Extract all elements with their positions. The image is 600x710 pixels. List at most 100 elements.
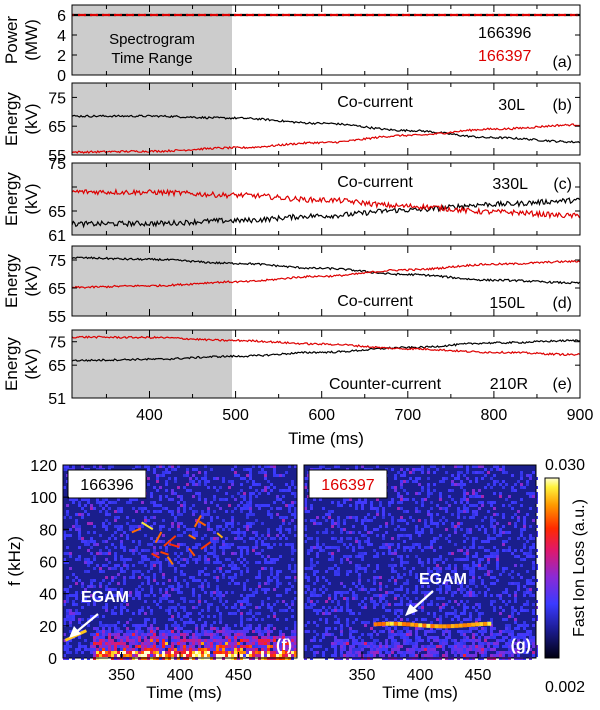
spectrogram-cell bbox=[246, 579, 249, 582]
spectrogram-cell bbox=[310, 549, 313, 552]
spectrogram-cell bbox=[391, 648, 394, 651]
spectrogram-cell bbox=[430, 513, 433, 516]
spectrogram-cell bbox=[72, 465, 75, 468]
spectrogram-cell bbox=[475, 564, 478, 567]
spectrogram-cell bbox=[159, 654, 162, 657]
spectrogram-cell bbox=[436, 570, 439, 573]
spectrogram-cell bbox=[517, 516, 520, 519]
spectrogram-cell bbox=[454, 639, 457, 642]
spectrogram-cell bbox=[204, 639, 207, 642]
spectrogram-cell bbox=[102, 654, 105, 657]
spectrogram-cell bbox=[222, 528, 225, 531]
spectrogram-cell bbox=[273, 561, 276, 564]
spectrogram-cell bbox=[204, 642, 207, 645]
spectrogram-cell bbox=[526, 552, 529, 555]
spectrogram-cell bbox=[505, 627, 508, 630]
spectrogram-cell bbox=[261, 630, 264, 633]
spectrogram-cell bbox=[475, 510, 478, 513]
spectrogram-cell bbox=[499, 606, 502, 609]
spectrogram-cell bbox=[240, 573, 243, 576]
spectrogram-cell bbox=[391, 636, 394, 639]
spectrogram-cell bbox=[493, 555, 496, 558]
spectrogram-cell bbox=[523, 609, 526, 612]
spectrogram-cell bbox=[63, 654, 66, 657]
spectrogram-cell bbox=[352, 648, 355, 651]
spectrogram-cell bbox=[234, 624, 237, 627]
spectrogram-cell bbox=[273, 588, 276, 591]
spectrogram-cell bbox=[379, 588, 382, 591]
spectrogram-cell bbox=[307, 597, 310, 600]
spectrogram-cell bbox=[111, 543, 114, 546]
spectrogram-cell bbox=[382, 546, 385, 549]
spectrogram-cell bbox=[469, 579, 472, 582]
spectrogram-cell bbox=[376, 576, 379, 579]
spectrogram-cell bbox=[358, 651, 361, 654]
y-tick-label: 120 bbox=[30, 458, 57, 475]
spectrogram-cell bbox=[490, 654, 493, 657]
spectrogram-cell bbox=[252, 645, 255, 648]
spectrogram-cell bbox=[204, 579, 207, 582]
spectrogram-cell bbox=[514, 489, 517, 492]
spectrogram-cell bbox=[159, 591, 162, 594]
spectrogram-cell bbox=[502, 630, 505, 633]
spectrogram-cell bbox=[165, 495, 168, 498]
spectrogram-cell bbox=[240, 651, 243, 654]
spectrogram-cell bbox=[472, 654, 475, 657]
spectrogram-cell bbox=[310, 603, 313, 606]
spectrogram-cell bbox=[400, 486, 403, 489]
spectrogram-cell bbox=[150, 567, 153, 570]
spectrogram-cell bbox=[243, 540, 246, 543]
spectrogram-cell bbox=[261, 651, 264, 654]
spectrogram-cell bbox=[219, 618, 222, 621]
spectrogram-cell bbox=[391, 633, 394, 636]
spectrogram-cell bbox=[532, 636, 535, 639]
spectrogram-cell bbox=[252, 615, 255, 618]
spectrogram-cell bbox=[162, 507, 165, 510]
spectrogram-cell bbox=[475, 603, 478, 606]
spectrogram-cell bbox=[316, 645, 319, 648]
spectrogram-cell bbox=[240, 636, 243, 639]
spectrogram-cell bbox=[294, 501, 297, 504]
spectrogram-cell bbox=[391, 552, 394, 555]
spectrogram-cell bbox=[183, 621, 186, 624]
spectrogram-cell bbox=[240, 477, 243, 480]
spectrogram-cell bbox=[87, 603, 90, 606]
spectrogram-cell bbox=[249, 609, 252, 612]
spectrogram-cell bbox=[255, 576, 258, 579]
spectrogram-cell bbox=[358, 645, 361, 648]
spectrogram-cell bbox=[412, 621, 415, 624]
spectrogram-cell bbox=[267, 627, 270, 630]
spectrogram-cell bbox=[285, 504, 288, 507]
series-line bbox=[71, 197, 581, 229]
spectrogram-cell bbox=[502, 486, 505, 489]
spectrogram-cell bbox=[454, 642, 457, 645]
spectrogram-cell bbox=[484, 654, 487, 657]
spectrogram-cell bbox=[352, 630, 355, 633]
spectrogram-cell bbox=[264, 477, 267, 480]
legend-166397: 166397 bbox=[478, 48, 531, 65]
spectrogram-cell bbox=[466, 636, 469, 639]
spectrogram-cell bbox=[84, 543, 87, 546]
spectrogram-cell bbox=[523, 522, 526, 525]
spectrogram-cell bbox=[66, 594, 69, 597]
spectrogram-cell bbox=[349, 531, 352, 534]
spectrogram-cell bbox=[316, 633, 319, 636]
spectrogram-cell bbox=[532, 537, 535, 540]
spectrogram-cell bbox=[141, 633, 144, 636]
spectrogram-cell bbox=[138, 654, 141, 657]
spectrogram-cell bbox=[261, 489, 264, 492]
spectrogram-cell bbox=[478, 642, 481, 645]
spectrogram-cell bbox=[213, 540, 216, 543]
spectrogram-cell bbox=[391, 651, 394, 654]
spectrogram-cell bbox=[123, 642, 126, 645]
spectrogram-cell bbox=[231, 579, 234, 582]
egam-mode bbox=[418, 623, 423, 628]
spectrogram-cell bbox=[105, 639, 108, 642]
spectrogram-cell bbox=[463, 495, 466, 498]
spectrogram-cell bbox=[267, 588, 270, 591]
spectrogram-cell bbox=[421, 609, 424, 612]
panel-label: (a) bbox=[552, 54, 572, 71]
spectrogram-cell bbox=[285, 543, 288, 546]
spectrogram-cell bbox=[304, 630, 307, 633]
spectrogram-cell bbox=[249, 495, 252, 498]
